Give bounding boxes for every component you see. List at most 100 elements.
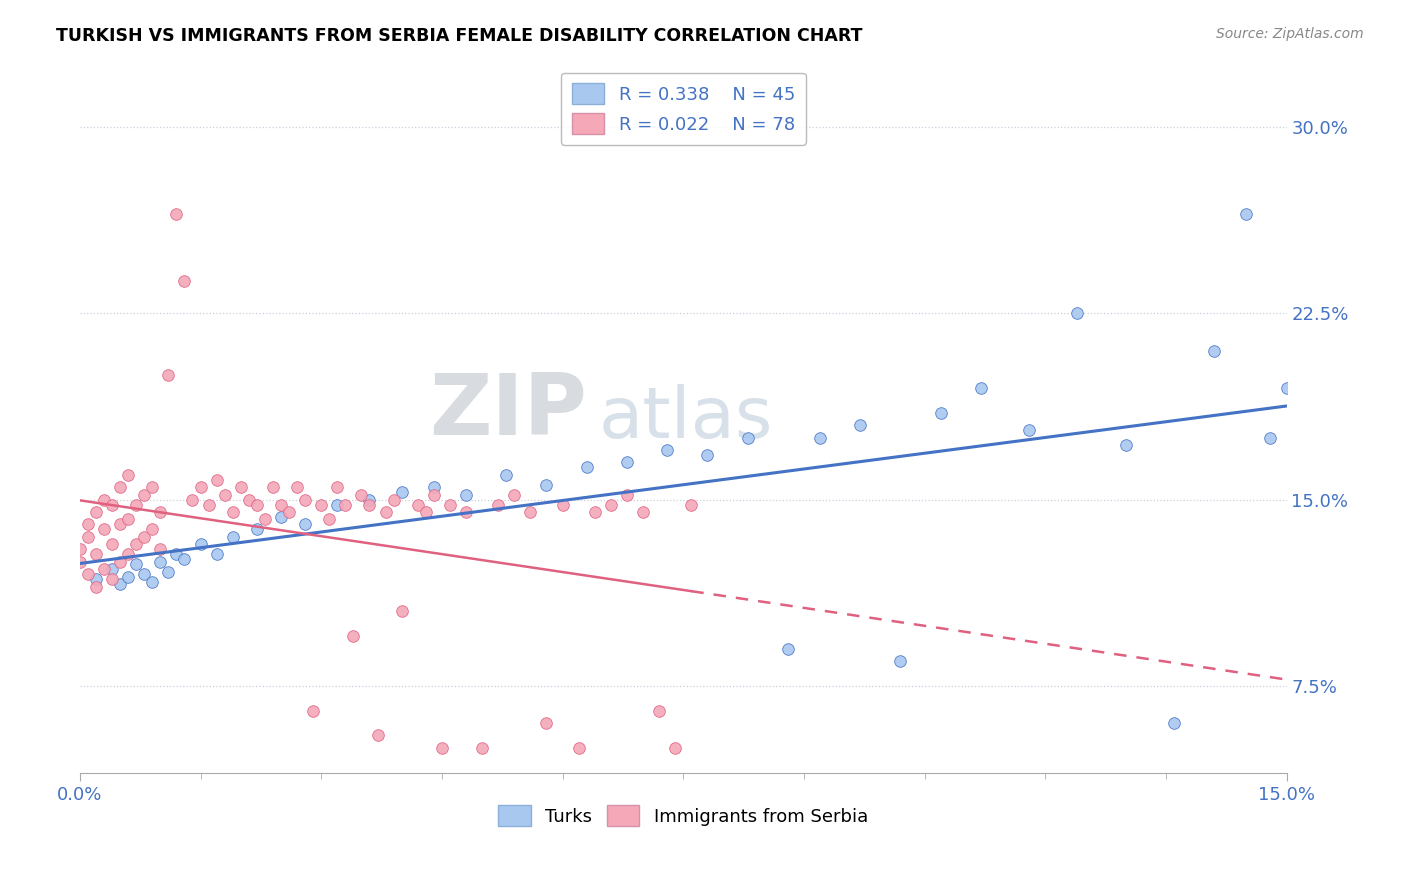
Point — [326, 480, 349, 494]
Point — [1204, 343, 1226, 358]
Point — [285, 480, 308, 494]
Point — [367, 729, 389, 743]
Point — [101, 572, 124, 586]
Point — [214, 488, 236, 502]
Point — [84, 505, 107, 519]
Point — [173, 552, 195, 566]
Point — [93, 492, 115, 507]
Point — [1308, 406, 1330, 420]
Point — [294, 517, 316, 532]
Point — [430, 740, 453, 755]
Text: Source: ZipAtlas.com: Source: ZipAtlas.com — [1216, 27, 1364, 41]
Point — [1260, 430, 1282, 444]
Point — [1115, 438, 1137, 452]
Point — [229, 480, 252, 494]
Point — [889, 654, 911, 668]
Point — [318, 512, 340, 526]
Point — [93, 522, 115, 536]
Point — [205, 473, 228, 487]
Point — [197, 498, 219, 512]
Point — [165, 547, 187, 561]
Point — [454, 505, 477, 519]
Point — [423, 488, 446, 502]
Point — [486, 498, 509, 512]
Point — [696, 448, 718, 462]
Point — [117, 547, 139, 561]
Point — [415, 505, 437, 519]
Point — [190, 537, 212, 551]
Point — [648, 704, 671, 718]
Point — [141, 480, 163, 494]
Point — [359, 498, 381, 512]
Point — [238, 492, 260, 507]
Point — [149, 542, 172, 557]
Point — [655, 442, 678, 457]
Point — [454, 488, 477, 502]
Point — [1234, 207, 1257, 221]
Point — [134, 488, 156, 502]
Point — [599, 498, 621, 512]
Point — [165, 207, 187, 221]
Point — [108, 555, 131, 569]
Point — [350, 488, 373, 502]
Point — [134, 530, 156, 544]
Point — [776, 641, 799, 656]
Point — [157, 565, 180, 579]
Point — [117, 512, 139, 526]
Point — [583, 505, 606, 519]
Point — [1275, 381, 1298, 395]
Point — [246, 498, 269, 512]
Text: ZIP: ZIP — [429, 369, 586, 452]
Point — [808, 430, 831, 444]
Point — [108, 480, 131, 494]
Point — [222, 505, 245, 519]
Point — [125, 537, 148, 551]
Point — [631, 505, 654, 519]
Point — [205, 547, 228, 561]
Point — [222, 530, 245, 544]
Point — [84, 572, 107, 586]
Point — [929, 406, 952, 420]
Point — [101, 498, 124, 512]
Point — [471, 740, 494, 755]
Point — [190, 480, 212, 494]
Point — [519, 505, 541, 519]
Point — [1163, 716, 1185, 731]
Point — [374, 505, 396, 519]
Point — [423, 480, 446, 494]
Point — [342, 629, 364, 643]
Point — [246, 522, 269, 536]
Point — [495, 467, 517, 482]
Point — [391, 485, 413, 500]
Point — [270, 510, 292, 524]
Point — [536, 716, 558, 731]
Text: TURKISH VS IMMIGRANTS FROM SERBIA FEMALE DISABILITY CORRELATION CHART: TURKISH VS IMMIGRANTS FROM SERBIA FEMALE… — [56, 27, 863, 45]
Point — [141, 522, 163, 536]
Point — [101, 562, 124, 576]
Point — [117, 569, 139, 583]
Point — [117, 467, 139, 482]
Point — [406, 498, 429, 512]
Point — [278, 505, 301, 519]
Legend: Turks, Immigrants from Serbia: Turks, Immigrants from Serbia — [491, 798, 876, 833]
Point — [134, 567, 156, 582]
Point — [681, 498, 703, 512]
Point — [664, 740, 686, 755]
Point — [77, 530, 100, 544]
Point — [181, 492, 204, 507]
Text: atlas: atlas — [599, 384, 773, 452]
Point — [1066, 306, 1088, 320]
Point — [616, 455, 638, 469]
Point — [141, 574, 163, 589]
Point — [616, 488, 638, 502]
Point — [77, 517, 100, 532]
Point — [101, 537, 124, 551]
Point — [439, 498, 461, 512]
Point — [157, 368, 180, 383]
Point — [77, 567, 100, 582]
Point — [326, 498, 349, 512]
Point — [262, 480, 284, 494]
Point — [173, 274, 195, 288]
Point — [270, 498, 292, 512]
Point — [125, 498, 148, 512]
